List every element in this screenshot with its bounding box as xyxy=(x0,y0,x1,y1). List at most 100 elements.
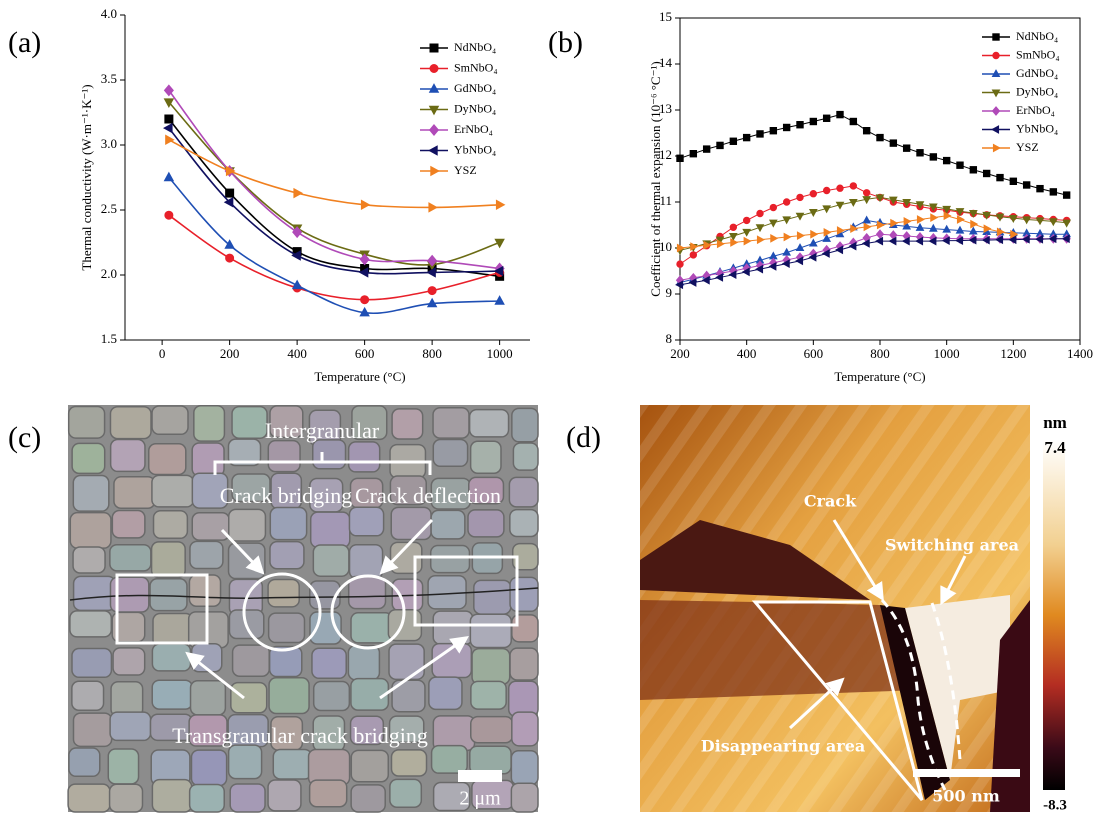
marker xyxy=(917,150,923,156)
legend-label: GdNbO₄ xyxy=(1016,66,1058,80)
series-line xyxy=(680,115,1067,196)
grain xyxy=(152,542,186,577)
grain xyxy=(72,443,105,473)
grain xyxy=(70,513,111,548)
grain xyxy=(351,613,392,643)
marker xyxy=(496,200,504,209)
legend-marker xyxy=(431,167,439,176)
marker xyxy=(166,135,174,144)
grain xyxy=(429,677,462,709)
grain xyxy=(513,443,538,470)
grain xyxy=(152,644,190,671)
grain xyxy=(511,751,538,785)
annotation: Intergranular xyxy=(265,418,380,443)
grain xyxy=(349,507,383,535)
x-tick-label: 0 xyxy=(159,346,166,361)
grain xyxy=(111,440,145,472)
grain xyxy=(391,750,426,776)
marker xyxy=(165,115,173,123)
grain xyxy=(110,545,151,571)
marker xyxy=(703,146,709,152)
legend-marker xyxy=(993,144,999,151)
grain xyxy=(192,513,229,540)
legend-marker xyxy=(993,52,999,58)
grain xyxy=(273,749,311,779)
grain xyxy=(268,780,301,811)
grain xyxy=(270,542,304,569)
legend-label: DyNbO₄ xyxy=(1016,84,1058,98)
grain xyxy=(269,613,305,642)
grain xyxy=(110,712,150,740)
sem-image: Intergranular Crack bridging Crack defle… xyxy=(68,405,538,812)
x-tick-label: 1000 xyxy=(934,346,960,361)
marker xyxy=(837,185,843,191)
marker xyxy=(731,239,737,246)
scale-bar xyxy=(458,770,502,782)
grain xyxy=(313,440,346,469)
marker xyxy=(164,124,172,133)
grain xyxy=(233,645,270,676)
grain xyxy=(73,547,105,573)
colorbar-max: 7.4 xyxy=(1044,438,1066,457)
grain xyxy=(433,408,469,438)
panel-label: (a) xyxy=(8,26,41,59)
grain xyxy=(470,410,509,437)
marker xyxy=(823,187,829,193)
marker xyxy=(730,224,736,230)
x-tick-label: 200 xyxy=(670,346,690,361)
y-axis-label: Coefficient of thermal expansion (10⁻⁶ °… xyxy=(648,61,663,296)
marker xyxy=(164,173,173,181)
x-tick-label: 1400 xyxy=(1067,346,1093,361)
marker xyxy=(863,190,869,196)
y-tick-label: 2.5 xyxy=(101,201,117,216)
y-tick-label: 3.5 xyxy=(101,71,117,86)
grain xyxy=(68,784,110,812)
legend-label: YbNbO₄ xyxy=(1016,121,1058,135)
legend-label: YSZ xyxy=(1016,140,1039,154)
x-axis-label: Temperature (°C) xyxy=(314,369,405,384)
marker xyxy=(690,252,696,258)
grain xyxy=(229,509,266,541)
grain xyxy=(149,444,186,475)
grain xyxy=(113,648,145,675)
marker xyxy=(811,231,817,238)
scale-bar-label: 2 μm xyxy=(459,788,501,810)
marker xyxy=(971,221,977,228)
afm-image: Crack Switching area Disappearing area 5… xyxy=(640,405,1067,813)
afm-region xyxy=(640,600,920,700)
grain xyxy=(314,682,350,711)
grain xyxy=(191,681,226,715)
grain xyxy=(311,512,350,547)
y-tick-label: 3.0 xyxy=(101,136,117,151)
grain xyxy=(108,749,138,784)
grain xyxy=(433,611,472,644)
marker xyxy=(165,211,173,219)
series-line xyxy=(169,140,500,208)
grain xyxy=(268,441,300,472)
grain xyxy=(152,780,191,812)
legend-label: YSZ xyxy=(454,163,477,177)
x-tick-label: 1000 xyxy=(487,346,513,361)
marker xyxy=(837,111,843,117)
grain xyxy=(229,745,262,779)
grain xyxy=(428,576,466,609)
marker xyxy=(1037,185,1043,191)
y-tick-label: 1.5 xyxy=(101,331,117,346)
grain xyxy=(510,648,538,680)
panel-label: (d) xyxy=(566,421,601,454)
y-tick-label: 4.0 xyxy=(101,6,117,21)
marker xyxy=(797,194,803,200)
marker xyxy=(770,204,776,210)
grain xyxy=(112,511,145,538)
marker xyxy=(957,216,963,223)
marker xyxy=(850,183,856,189)
marker xyxy=(1023,182,1029,188)
marker xyxy=(783,124,789,130)
legend-marker xyxy=(430,84,439,92)
legend-label: SmNbO₄ xyxy=(1016,47,1060,61)
grain xyxy=(511,783,538,812)
grain xyxy=(471,717,513,743)
grain xyxy=(232,407,267,439)
grain xyxy=(154,511,188,539)
colorbar xyxy=(1043,440,1065,790)
